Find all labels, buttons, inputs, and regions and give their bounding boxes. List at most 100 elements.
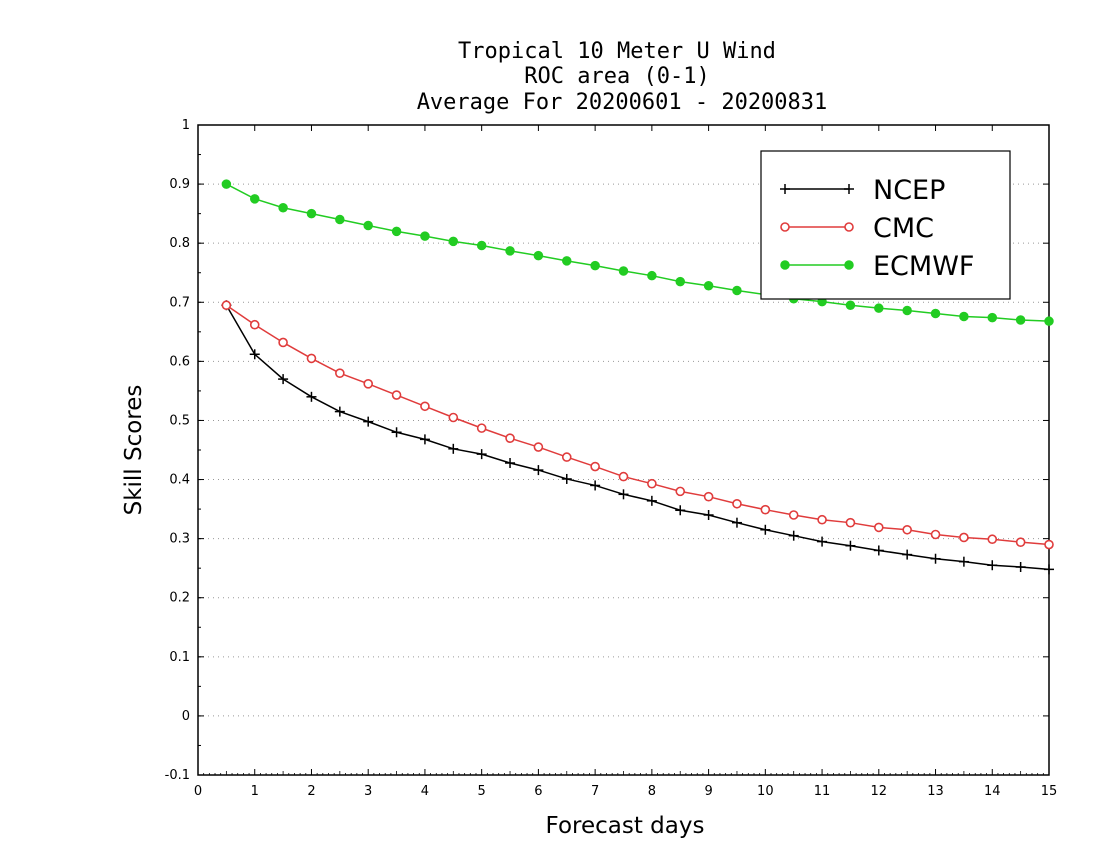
- data-point: [780, 184, 790, 194]
- data-point: [646, 495, 657, 506]
- data-point: [902, 305, 912, 316]
- y-tick-label: 0.3: [169, 532, 190, 547]
- axes: -0.100.10.20.30.40.50.60.70.80.910 1 2 3 4 5 6…: [165, 118, 1058, 799]
- data-point: [732, 285, 742, 296]
- data-point: [278, 202, 288, 213]
- data-point: [1044, 539, 1054, 550]
- x-tick-label: 6: [534, 784, 542, 799]
- data-point: [873, 545, 884, 556]
- legend-label: ECMWF: [873, 251, 974, 282]
- data-point: [732, 498, 742, 509]
- legend-item-ncep: NCEP: [780, 175, 945, 206]
- data-point: [335, 368, 345, 378]
- data-point: [419, 434, 430, 445]
- data-point: [306, 208, 317, 219]
- data-point: [760, 504, 771, 515]
- x-tick-label: 13: [927, 784, 944, 799]
- data-point: [959, 532, 969, 543]
- x-tick-label: 12: [871, 784, 888, 799]
- data-point: [533, 442, 544, 452]
- y-tick-label: 0.7: [169, 295, 190, 310]
- data-point: [618, 266, 629, 276]
- chart-title-line-2: ROC area (0-1): [524, 64, 709, 89]
- y-tick-label: 0.9: [169, 177, 190, 192]
- data-point: [391, 390, 402, 400]
- data-point: [873, 522, 884, 533]
- legend-item-cmc: CMC: [780, 213, 934, 244]
- x-tick-label: 10: [757, 784, 774, 799]
- data-point: [306, 391, 317, 402]
- y-tick-label: 1: [182, 118, 190, 133]
- data-point: [1015, 315, 1026, 325]
- data-point: [675, 505, 686, 516]
- data-point: [505, 246, 515, 256]
- data-point: [780, 260, 790, 270]
- data-point: [930, 308, 941, 319]
- series-line: [226, 183, 1050, 322]
- y-tick-label: 0.8: [169, 236, 190, 251]
- series-ecmwf: [221, 179, 1054, 326]
- x-tick-label: 5: [478, 784, 486, 799]
- data-point: [420, 231, 430, 241]
- data-point: [844, 222, 854, 232]
- data-point: [590, 480, 601, 491]
- data-point: [590, 260, 600, 271]
- data-point: [731, 517, 742, 528]
- legend: NCEP CMC ECMWF: [760, 150, 1011, 300]
- data-point: [476, 449, 487, 460]
- data-point: [844, 260, 854, 270]
- data-point: [902, 549, 913, 560]
- x-tick-label: 7: [591, 784, 599, 799]
- series-layer: [221, 179, 1054, 575]
- data-point: [959, 311, 969, 322]
- data-point: [958, 556, 969, 567]
- data-point: [1044, 316, 1054, 326]
- data-point: [448, 236, 459, 247]
- y-tick-label: 0.5: [169, 413, 190, 428]
- data-point: [561, 452, 572, 462]
- x-tick-label: 15: [1041, 784, 1058, 799]
- data-point: [845, 517, 856, 528]
- data-point: [760, 524, 771, 535]
- data-point: [476, 423, 487, 433]
- legend-label: NCEP: [873, 175, 945, 206]
- data-point: [363, 220, 373, 231]
- data-point: [278, 374, 289, 385]
- data-point: [987, 560, 998, 571]
- x-tick-label: 8: [648, 784, 656, 799]
- x-tick-label: 11: [814, 784, 831, 799]
- data-point: [703, 491, 714, 502]
- data-point: [476, 240, 487, 251]
- data-point: [363, 416, 374, 427]
- y-tick-label: 0.6: [169, 354, 190, 369]
- data-point: [505, 433, 515, 443]
- y-axis-title: Skill Scores: [121, 385, 147, 516]
- data-point: [817, 536, 828, 547]
- data-point: [562, 256, 572, 266]
- data-point: [221, 300, 232, 311]
- data-point: [930, 553, 941, 564]
- data-point: [420, 401, 430, 412]
- data-point: [703, 280, 714, 291]
- y-tick-label: 0.1: [169, 650, 190, 665]
- x-tick-label: 9: [704, 784, 712, 799]
- data-point: [780, 222, 790, 232]
- legend-item-ecmwf: ECMWF: [780, 251, 974, 282]
- data-point: [788, 510, 799, 520]
- series-line: [225, 304, 1050, 546]
- data-point: [363, 379, 374, 389]
- series-line: [225, 304, 1050, 571]
- data-point: [249, 194, 260, 204]
- y-tick-label: 0.2: [169, 591, 190, 606]
- data-point: [533, 250, 544, 261]
- data-point: [391, 226, 402, 237]
- data-point: [334, 406, 345, 417]
- data-point: [618, 471, 629, 482]
- data-point: [874, 303, 884, 313]
- data-point: [987, 312, 998, 323]
- x-tick-label: 1: [251, 784, 259, 799]
- chart-title-line-3: Average For 20200601 - 20200831: [417, 90, 828, 115]
- chart-title-line-1: Tropical 10 Meter U Wind: [458, 39, 776, 64]
- y-tick-label: -0.1: [165, 768, 190, 783]
- legend-box: [760, 150, 1011, 300]
